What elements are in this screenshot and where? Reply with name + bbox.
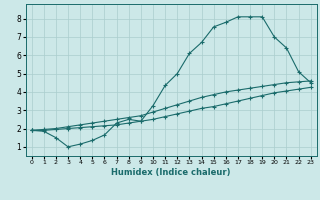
- X-axis label: Humidex (Indice chaleur): Humidex (Indice chaleur): [111, 168, 231, 177]
